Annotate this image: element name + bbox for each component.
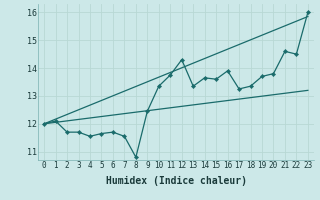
X-axis label: Humidex (Indice chaleur): Humidex (Indice chaleur) (106, 176, 246, 186)
